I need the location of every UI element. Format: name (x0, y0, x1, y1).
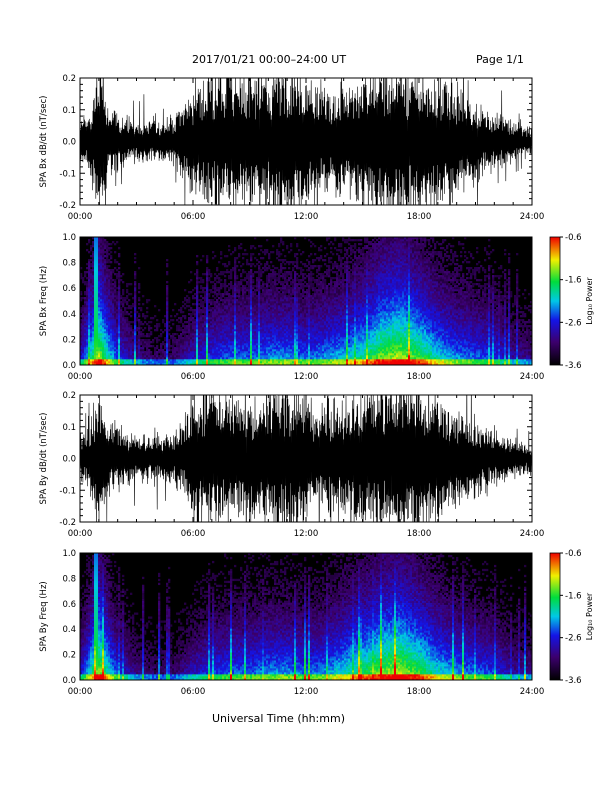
by-wave-xtick-label: 06:00 (181, 529, 206, 539)
bx-spec-colorbar-tick-label: -2.6 (565, 318, 582, 328)
by-wave-xtick-label: 00:00 (68, 529, 93, 539)
bx-spec-ytick-label: 0.2 (62, 335, 76, 345)
bx-spec-ytick-label: 0.0 (62, 361, 76, 371)
bx-spec-ytick-label: 0.8 (62, 259, 76, 269)
bx-wave-xtick-label: 06:00 (181, 212, 206, 222)
bx-spec-ytick-label: 0.6 (62, 284, 76, 294)
by-spec-ytick-label: 0.0 (62, 676, 76, 686)
by-spec-ytick-label: 0.6 (62, 600, 76, 610)
x-axis-label: Universal Time (hh:mm) (212, 712, 345, 725)
bx-spec-xtick-label: 06:00 (181, 372, 206, 382)
by-spec-ytick-label: 1.0 (62, 549, 76, 559)
bx-spec-ytick-label: 0.4 (62, 310, 76, 320)
bx-spec-colorbar-tick-label: -3.6 (565, 361, 582, 371)
by-spec-colorbar-tick-label: -0.6 (565, 549, 582, 559)
by-spec-xtick-label: 18:00 (407, 687, 432, 697)
by-wave-xtick-label: 12:00 (294, 529, 319, 539)
bx-wave-ytick-label: 0.2 (62, 74, 76, 84)
by-wave-ytick-label: 0.2 (62, 391, 76, 401)
by-wave-xtick-label: 18:00 (407, 529, 432, 539)
bx-wave-ylabel: SPA Bx dB/dt (nT/sec) (39, 96, 49, 188)
by-spec-colorbar-tick-label: -1.6 (565, 591, 582, 601)
bx-wave-ytick-label: -0.2 (59, 201, 76, 211)
by-wave-ytick-label: 0.0 (62, 455, 76, 465)
bx-spec-ytick-label: 1.0 (62, 233, 76, 243)
bx-spec-xtick-label: 24:00 (520, 372, 545, 382)
plot-title: 2017/01/21 00:00–24:00 UT (192, 53, 346, 66)
by-spec-colorbar-tick-label: -2.6 (565, 634, 582, 644)
by-spec-colorbar-tick-label: -3.6 (565, 676, 582, 686)
by-wave-ytick-label: -0.2 (59, 518, 76, 528)
by-spec-ylabel: SPA By Freq (Hz) (39, 581, 49, 651)
bx-wave-xtick-label: 24:00 (520, 212, 545, 222)
bx-spec-colorbar-label: Log₁₀ Power (585, 277, 594, 325)
by-spec-xtick-label: 00:00 (68, 687, 93, 697)
bx-wave-series-line (80, 78, 532, 205)
bx-spec-colorbar-tick-label: -1.6 (565, 276, 582, 286)
by-spec-xtick-label: 24:00 (520, 687, 545, 697)
by-spec-colorbar: -0.6 -1.6 -2.6 -3.6 Log₁₀ Power (549, 549, 594, 686)
by-spec-ytick-label: 0.2 (62, 651, 76, 661)
by-spec-frame-top (79, 552, 533, 681)
bx-spec-frame-top (79, 236, 533, 366)
bx-wave-xtick-label: 12:00 (294, 212, 319, 222)
bx-spec-xtick-label: 12:00 (294, 372, 319, 382)
bx-spec-colorbar: -0.6 -1.6 -2.6 -3.6 Log₁₀ Power (549, 233, 594, 371)
bx-wave-ytick-label: -0.1 (59, 169, 76, 179)
bx-wave-axes: 00:00 06:00 12:00 18:00 24:00 -0.2 -0.1 0.0 0.1 0… (39, 74, 544, 222)
by-spec-xtick-label: 06:00 (181, 687, 206, 697)
bx-spec-spectrogram (79, 236, 533, 366)
by-wave-xtick-label: 24:00 (520, 529, 545, 539)
page-indicator: Page 1/1 (476, 53, 524, 66)
bx-wave-xtick-label: 18:00 (407, 212, 432, 222)
by-spec-ytick-label: 0.4 (62, 625, 76, 635)
bx-wave-xtick-label: 00:00 (68, 212, 93, 222)
bx-spec-colorbar-scale (549, 236, 561, 366)
by-spec-spectrogram (79, 552, 533, 681)
by-spec-colorbar-label: Log₁₀ Power (585, 592, 594, 640)
by-wave-ytick-label: -0.1 (59, 486, 76, 496)
by-wave-series-line (80, 395, 532, 522)
by-spec-colorbar-scale (549, 552, 561, 681)
bx-wave-ytick-label: 0.1 (62, 106, 76, 116)
bx-spec-colorbar-tick-label: -0.6 (565, 233, 582, 243)
by-spec-ytick-label: 0.8 (62, 574, 76, 584)
by-wave-ylabel: SPA By dB/dt (nT/sec) (39, 413, 49, 505)
by-wave-ytick-label: 0.1 (62, 423, 76, 433)
bx-wave-ytick-label: 0.0 (62, 138, 76, 148)
by-spec-xtick-label: 12:00 (294, 687, 319, 697)
bx-spec-xtick-label: 00:00 (68, 372, 93, 382)
bx-spec-xtick-label: 18:00 (407, 372, 432, 382)
bx-spec-ylabel: SPA Bx Freq (Hz) (39, 266, 49, 336)
